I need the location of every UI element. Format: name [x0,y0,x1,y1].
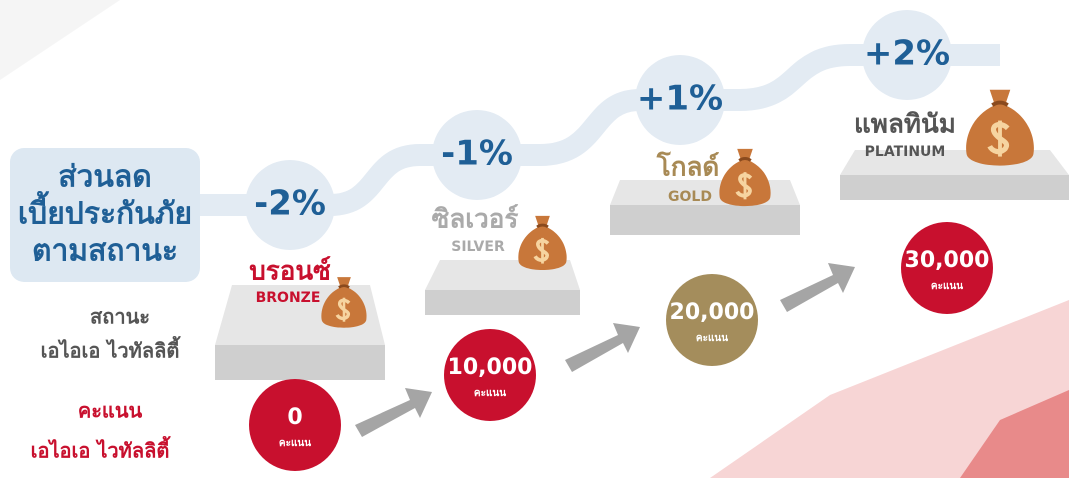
platform [215,345,385,380]
tier-name: บรอนซ์ [249,256,331,287]
arrow [565,323,640,372]
tier-name-en: PLATINUM [865,144,946,160]
tier-name-en: GOLD [668,189,712,205]
discount: -2% [254,184,326,224]
platform [840,175,1069,200]
platform [610,205,800,235]
tier-name: ซิลเวอร์ [432,204,519,235]
infographic: ส่วนลด เบี้ยประกันภัย ตามสถานะ สถานะ เอไ… [0,0,1069,478]
discount: +1% [637,79,723,119]
points-label: คะแนน [78,399,143,423]
discount: +2% [864,34,950,74]
points: 30,000 [905,248,990,273]
heading-line: เบี้ยประกันภัย [18,191,192,232]
points: 20,000 [670,300,755,325]
points-unit: คะแนน [696,333,728,344]
money-bag [966,90,1034,166]
money-bag [719,149,770,206]
arrow [780,263,855,312]
points-unit: คะแนน [474,388,506,399]
points: 10,000 [448,355,533,380]
points-unit: คะแนน [279,438,311,449]
tier-name-en: BRONZE [256,290,321,306]
status-label: สถานะ [90,305,150,329]
tier-name: โกลด์ [656,151,720,183]
platform [425,290,580,315]
tier-name-en: SILVER [451,239,505,255]
heading-line: ตามสถานะ [32,234,178,269]
discount: -1% [441,134,513,174]
money-bag [518,216,566,270]
points-label: เอไอเอ ไวทัลลิตี้ [31,436,172,463]
points-unit: คะแนน [931,281,963,292]
decor [0,0,120,80]
status-label: เอไอเอ ไวทัลลิตี้ [41,336,182,363]
tier-name: แพลทินัม [854,110,956,140]
arrow [355,388,432,437]
heading-line: ส่วนลด [58,160,152,195]
points: 0 [287,405,302,430]
